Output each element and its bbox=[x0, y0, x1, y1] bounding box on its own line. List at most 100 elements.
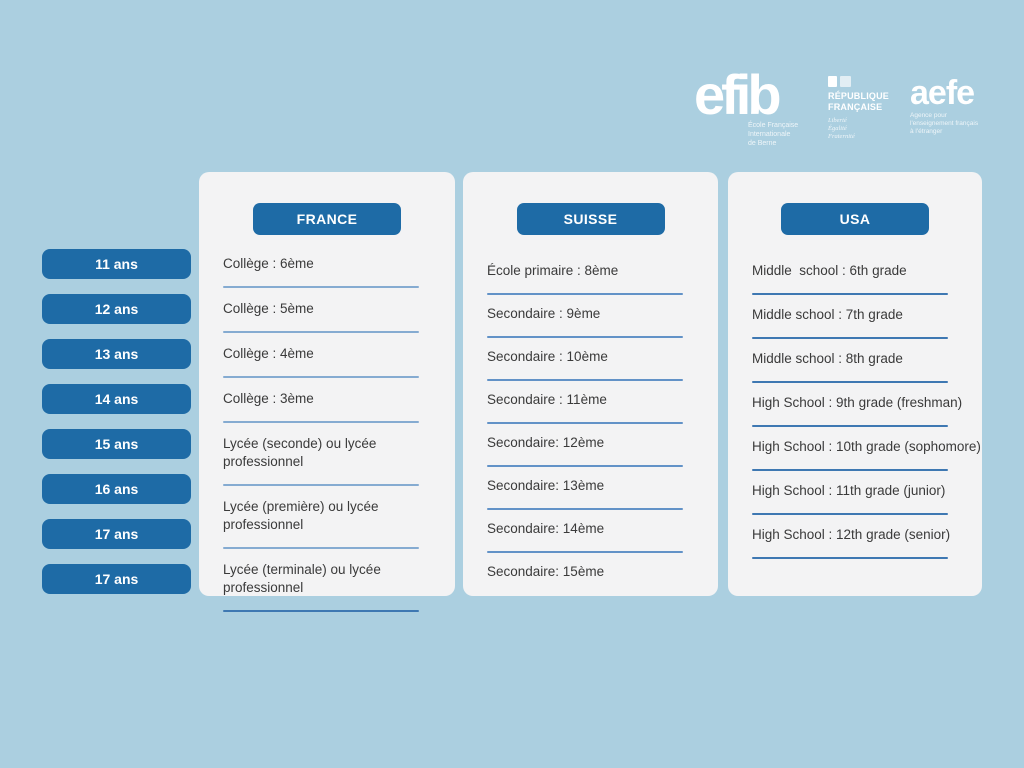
efib-tagline-line: Internationale bbox=[748, 131, 791, 138]
grade-row: High School : 9th grade (freshman) bbox=[752, 394, 982, 427]
grade-separator bbox=[752, 381, 948, 383]
aefe-wordmark: aefe bbox=[910, 74, 975, 112]
grade-label: Collège : 6ème bbox=[223, 256, 314, 271]
grade-separator bbox=[752, 469, 948, 471]
card-france: FRANCE Collège : 6ème Collège : 5ème Col… bbox=[199, 172, 455, 612]
efib-tagline-line: de Berne bbox=[748, 140, 777, 147]
grade-row: Middle school : 8th grade bbox=[752, 350, 982, 383]
grade-label: Collège : 5ème bbox=[223, 301, 314, 316]
grade-label: Secondaire: 15ème bbox=[487, 564, 605, 579]
grade-separator bbox=[752, 293, 948, 295]
rf-motto-line: Fraternité bbox=[828, 133, 855, 140]
grade-separator bbox=[752, 425, 948, 427]
suisse-grade-list: École primaire : 8ème Secondaire : 9ème … bbox=[463, 262, 718, 581]
grade-label: Secondaire: 13ème bbox=[487, 478, 605, 493]
grade-separator bbox=[223, 484, 419, 486]
grade-separator bbox=[487, 379, 683, 381]
logo-bar: efib École Française Internationale de B… bbox=[694, 63, 980, 148]
rf-motto-line: Liberté bbox=[828, 117, 847, 124]
republique-francaise-logo: RÉPUBLIQUE FRANÇAISE Liberté Égalité Fra… bbox=[828, 76, 892, 141]
grade-label: High School : 11th grade (junior) bbox=[752, 483, 946, 498]
grade-label: High School : 9th grade (freshman) bbox=[752, 395, 963, 410]
grade-separator bbox=[487, 422, 683, 424]
grade-separator bbox=[487, 551, 683, 553]
age-button-12-ans[interactable]: 12 ans bbox=[42, 294, 191, 324]
grade-row: High School : 10th grade (sophomore) bbox=[752, 438, 982, 471]
age-button-15-ans[interactable]: 15 ans bbox=[42, 429, 191, 459]
france-flag-icon bbox=[828, 76, 892, 87]
grade-row: Lycée (seconde) ou lycée professionnel bbox=[223, 435, 455, 486]
grade-row: Secondaire: 12ème bbox=[487, 434, 718, 467]
grade-label: Secondaire : 11ème bbox=[487, 392, 607, 407]
grade-separator bbox=[487, 293, 683, 295]
france-grade-list: Collège : 6ème Collège : 5ème Collège : … bbox=[199, 255, 455, 612]
grade-separator bbox=[223, 547, 419, 549]
france-header-button[interactable]: FRANCE bbox=[253, 203, 401, 235]
grade-row: Secondaire: 13ème bbox=[487, 477, 718, 510]
grade-row: Collège : 3ème bbox=[223, 390, 455, 423]
age-button-16-ans[interactable]: 16 ans bbox=[42, 474, 191, 504]
grade-separator bbox=[752, 557, 948, 559]
grade-label: Secondaire : 10ème bbox=[487, 349, 608, 364]
efib-wordmark: efib bbox=[694, 63, 782, 126]
grade-label: Secondaire: 12ème bbox=[487, 435, 605, 450]
age-button-13-ans[interactable]: 13 ans bbox=[42, 339, 191, 369]
usa-header-button[interactable]: USA bbox=[781, 203, 929, 235]
suisse-header-button[interactable]: SUISSE bbox=[516, 203, 665, 235]
grade-row: École primaire : 8ème bbox=[487, 262, 718, 295]
grade-row: Middle school : 7th grade bbox=[752, 306, 982, 339]
rf-motto: Liberté Égalité Fraternité bbox=[828, 117, 892, 141]
grade-separator bbox=[487, 465, 683, 467]
grade-label: Middle school : 7th grade bbox=[752, 307, 903, 322]
grade-label: Lycée (seconde) ou lycée professionnel bbox=[223, 436, 381, 469]
grade-label: Lycée (première) ou lycée professionnel bbox=[223, 499, 383, 532]
grade-row: Middle school : 6th grade bbox=[752, 262, 982, 295]
card-usa: USA Middle school : 6th grade Middle sch… bbox=[728, 172, 982, 596]
grade-label: High School : 12th grade (senior) bbox=[752, 527, 951, 542]
grade-separator bbox=[223, 610, 419, 612]
grade-row: Lycée (terminale) ou lycée professionnel bbox=[223, 561, 455, 612]
grade-label: Middle school : 8th grade bbox=[752, 351, 903, 366]
age-column: 11 ans 12 ans 13 ans 14 ans 15 ans 16 an… bbox=[42, 249, 191, 609]
grade-row: High School : 12th grade (senior) bbox=[752, 526, 982, 559]
aefe-tagline: Agence pour l'enseignement français à l'… bbox=[910, 112, 980, 136]
age-button-11-ans[interactable]: 11 ans bbox=[42, 249, 191, 279]
grade-separator bbox=[487, 336, 683, 338]
age-button-17-ans[interactable]: 17 ans bbox=[42, 519, 191, 549]
grade-separator bbox=[223, 286, 419, 288]
grade-separator bbox=[752, 513, 948, 515]
aefe-tagline-line: l'enseignement français bbox=[910, 120, 979, 127]
card-suisse: SUISSE École primaire : 8ème Secondaire … bbox=[463, 172, 718, 596]
grade-label: Middle school : 6th grade bbox=[752, 263, 907, 278]
efib-logo: efib École Française Internationale de B… bbox=[694, 63, 810, 148]
grade-row: Collège : 5ème bbox=[223, 300, 455, 333]
grade-label: Collège : 3ème bbox=[223, 391, 314, 406]
grade-separator bbox=[223, 376, 419, 378]
efib-tagline: École Française Internationale de Berne bbox=[748, 121, 810, 148]
aefe-tagline-line: à l'étranger bbox=[910, 128, 943, 135]
grade-row: Secondaire : 9ème bbox=[487, 305, 718, 338]
grade-row: Lycée (première) ou lycée professionnel bbox=[223, 498, 455, 549]
grade-label: Secondaire: 14ème bbox=[487, 521, 605, 536]
age-button-17-ans-2[interactable]: 17 ans bbox=[42, 564, 191, 594]
grade-label: High School : 10th grade (sophomore) bbox=[752, 439, 981, 454]
age-button-14-ans[interactable]: 14 ans bbox=[42, 384, 191, 414]
grade-row: High School : 11th grade (junior) bbox=[752, 482, 982, 515]
rf-title-line: FRANÇAISE bbox=[828, 102, 883, 112]
aefe-logo: aefe Agence pour l'enseignement français… bbox=[910, 74, 980, 136]
grade-label: Secondaire : 9ème bbox=[487, 306, 601, 321]
grade-row: Secondaire: 15ème bbox=[487, 563, 718, 581]
grade-label: Lycée (terminale) ou lycée professionnel bbox=[223, 562, 385, 595]
grade-separator bbox=[223, 331, 419, 333]
grade-separator bbox=[752, 337, 948, 339]
aefe-tagline-line: Agence pour bbox=[910, 112, 947, 119]
grade-label: Collège : 4ème bbox=[223, 346, 314, 361]
grade-separator bbox=[487, 508, 683, 510]
rf-title: RÉPUBLIQUE FRANÇAISE bbox=[828, 91, 892, 113]
grade-row: Collège : 6ème bbox=[223, 255, 455, 288]
usa-grade-list: Middle school : 6th grade Middle school … bbox=[728, 262, 982, 559]
rf-title-line: RÉPUBLIQUE bbox=[828, 91, 890, 101]
grade-row: Secondaire: 14ème bbox=[487, 520, 718, 553]
grade-separator bbox=[223, 421, 419, 423]
